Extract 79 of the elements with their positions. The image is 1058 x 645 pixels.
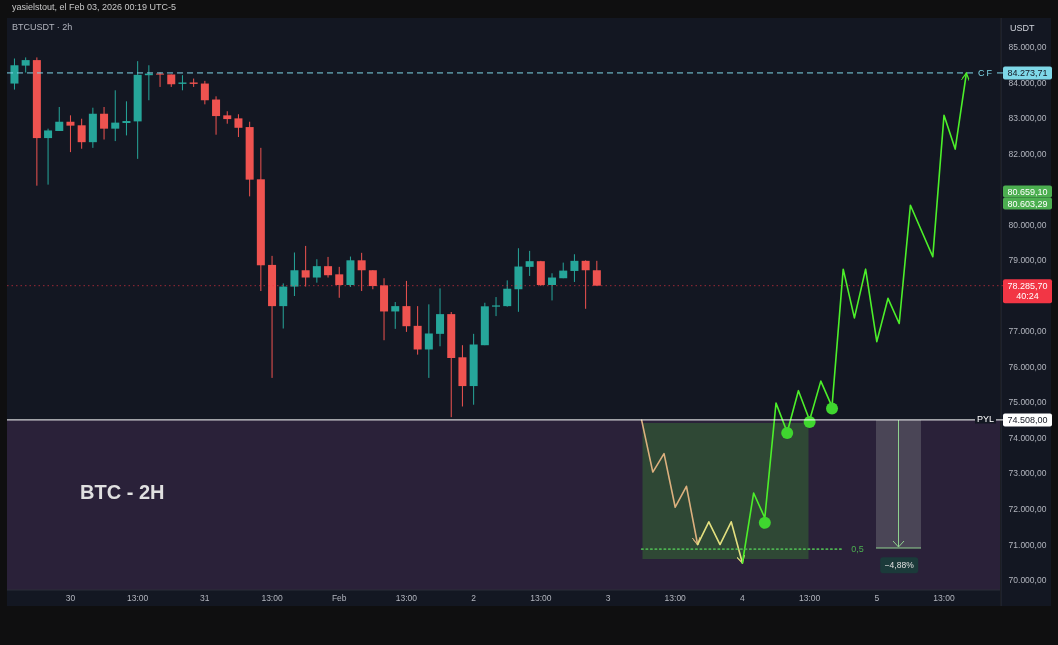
- candlestick: [492, 296, 501, 317]
- x-tick-label: 30: [65, 593, 76, 603]
- candlestick: [55, 106, 64, 132]
- y-tick-label: 82.000,00: [1008, 148, 1047, 159]
- y-tick-label: 85.000,00: [1008, 42, 1047, 53]
- point: [826, 402, 839, 415]
- candlestick: [503, 279, 512, 308]
- candlestick: [424, 303, 433, 379]
- y-tick-label: 70.000,00: [1008, 575, 1047, 586]
- text: 40:24: [1016, 291, 1039, 301]
- candlestick: [100, 106, 109, 141]
- y-tick-label: 84.000,00: [1008, 77, 1047, 88]
- candlestick: [212, 95, 221, 136]
- annotation: −4,88%: [884, 560, 915, 571]
- x-tick-label: 13:00: [530, 593, 552, 603]
- candlestick: [335, 266, 344, 299]
- x-tick-label: 13:00: [261, 593, 283, 603]
- text: 80.659,10: [1007, 187, 1048, 197]
- candlestick: [312, 258, 321, 284]
- annotation: PYL: [976, 413, 994, 424]
- candlestick: [592, 260, 601, 287]
- annotation: BTC - 2H: [80, 481, 165, 503]
- x-tick-label: 13:00: [127, 593, 149, 603]
- candlestick: [514, 247, 523, 313]
- point: [758, 516, 771, 529]
- x-tick-label: 5: [874, 593, 880, 603]
- candlestick: [368, 269, 377, 290]
- text: BTCUSDT · 2h: [12, 22, 73, 32]
- candlestick: [536, 260, 545, 287]
- annotation: CF: [978, 68, 994, 78]
- candlestick: [122, 100, 131, 136]
- candlestick: [111, 89, 120, 142]
- candlestick: [570, 253, 579, 283]
- y-tick-label: 83.000,00: [1008, 113, 1047, 124]
- candlestick: [66, 114, 75, 153]
- series-label: 0,5: [851, 544, 864, 555]
- x-tick-label: 13:00: [798, 593, 821, 603]
- ref-line-label: 74.508,00: [1007, 414, 1048, 425]
- candlestick: [324, 256, 333, 279]
- candlestick: [436, 287, 445, 347]
- y-tick-label: 74.000,00: [1008, 432, 1047, 443]
- text: yasielstout, el Feb 03, 2026 00:19 UTC-5: [12, 2, 177, 12]
- y-tick-label: 76.000,00: [1008, 361, 1047, 372]
- candlestick: [525, 250, 534, 277]
- y-tick-label: 72.000,00: [1008, 504, 1047, 514]
- x-tick-label: Feb: [331, 593, 347, 603]
- candlestick: [77, 118, 86, 150]
- candlestick: [44, 128, 53, 186]
- candlestick: [290, 251, 299, 297]
- y-tick-label: 80.000,00: [1008, 219, 1047, 230]
- x-tick-label: 13:00: [933, 593, 955, 603]
- y-tick-label: 75.000,00: [1008, 397, 1047, 408]
- candlestick: [234, 113, 243, 138]
- point: [781, 426, 794, 439]
- text: 80.603,29: [1007, 199, 1048, 209]
- candlestick: [357, 252, 366, 292]
- candlestick: [200, 80, 209, 105]
- candlestick: [402, 280, 411, 333]
- x-tick-label: 4: [740, 593, 746, 603]
- candlestick: [413, 305, 422, 356]
- x-tick-label: 13:00: [395, 593, 418, 603]
- y-tick-label: 79.000,00: [1008, 255, 1047, 266]
- ref-line-label: 78.285,70: [1007, 280, 1048, 291]
- x-tick-label: 13:00: [664, 593, 687, 603]
- ref-line-label: 84.273,71: [1007, 67, 1048, 78]
- candlestick: [301, 245, 310, 288]
- y-axis-title: USDT: [1010, 23, 1035, 33]
- x-tick-label: 3: [605, 593, 611, 603]
- y-tick-label: 73.000,00: [1008, 468, 1047, 479]
- y-tick-label: 77.000,00: [1008, 326, 1047, 337]
- candlestick: [156, 72, 165, 88]
- candlestick: [391, 301, 400, 330]
- candlestick: [10, 58, 19, 91]
- x-tick-label: 2: [471, 593, 477, 603]
- y-tick-label: 71.000,00: [1008, 539, 1047, 550]
- candlestick: [548, 272, 557, 301]
- candlestick: [279, 282, 288, 330]
- x-tick-label: 31: [200, 593, 210, 603]
- candlestick: [581, 259, 590, 310]
